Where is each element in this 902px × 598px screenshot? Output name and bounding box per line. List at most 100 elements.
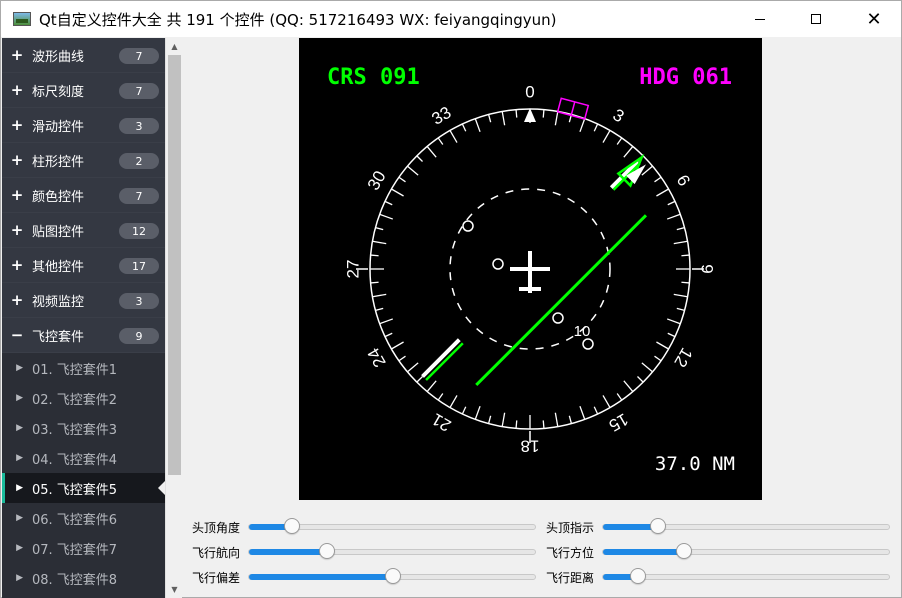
slider-handle[interactable] <box>650 518 666 534</box>
compass-tick <box>384 332 393 338</box>
slider-handle[interactable] <box>284 518 300 534</box>
slider-handle[interactable] <box>319 543 335 559</box>
compass-label: 0 <box>525 82 534 101</box>
slider-track[interactable] <box>602 568 890 584</box>
nav-group-image[interactable]: + 贴图控件 12 <box>2 213 165 248</box>
nav-group-label: 柱形控件 <box>32 154 85 170</box>
slider-handle[interactable] <box>676 543 692 559</box>
selection-pointer-icon <box>158 481 165 495</box>
scroll-down-icon[interactable]: ▼ <box>171 585 178 594</box>
maximize-button[interactable] <box>793 1 839 37</box>
count-badge: 3 <box>119 118 159 134</box>
nav-group-color[interactable]: + 颜色控件 7 <box>2 178 165 213</box>
compass-tick <box>654 355 662 362</box>
compass-label: 24 <box>364 345 390 371</box>
compass-tick <box>641 362 653 373</box>
slider-fill <box>603 524 658 530</box>
slider-track[interactable] <box>602 518 890 534</box>
compass-tick <box>515 420 518 429</box>
nav-group-label: 贴图控件 <box>32 224 85 240</box>
slider-handle[interactable] <box>630 568 646 584</box>
slider-fill <box>603 549 684 555</box>
scroll-up-icon[interactable]: ▲ <box>171 42 178 51</box>
slider-handle[interactable] <box>385 568 401 584</box>
compass-tick <box>379 213 394 220</box>
expand-icon: + <box>10 291 24 309</box>
compass-label: 9 <box>698 264 717 273</box>
nav-item-flight-5[interactable]: ▶ 05. 飞控套件5 <box>2 473 165 503</box>
caret-right-icon: ▶ <box>16 453 23 463</box>
nav-group-video[interactable]: + 视频监控 3 <box>2 283 165 318</box>
slider-label: 头顶指示 <box>546 520 595 535</box>
slider-overhead-indicator: 头顶指示 <box>546 517 890 537</box>
nav-item-flight-4[interactable]: ▶ 04. 飞控套件4 <box>2 443 165 473</box>
compass-tick <box>637 376 644 383</box>
caret-right-icon: ▶ <box>16 483 23 493</box>
caret-right-icon: ▶ <box>16 543 23 553</box>
nav-group-ruler[interactable]: + 标尺刻度 7 <box>2 73 165 108</box>
nav-item-flight-3[interactable]: ▶ 03. 飞控套件3 <box>2 413 165 443</box>
count-badge: 2 <box>119 153 159 169</box>
nav-group-flight[interactable]: − 飞控套件 9 <box>2 318 165 353</box>
caret-right-icon: ▶ <box>16 573 23 583</box>
sidebar-scrollbar[interactable]: ▲ ▼ <box>165 38 182 598</box>
slider-track[interactable] <box>248 568 536 584</box>
expand-icon: + <box>10 151 24 169</box>
count-badge: 17 <box>119 258 159 274</box>
minimize-button[interactable] <box>737 1 783 37</box>
nav-group-label: 视频监控 <box>32 294 85 310</box>
expand-icon: + <box>10 221 24 239</box>
close-button[interactable]: ✕ <box>851 1 897 37</box>
nav-group-bar[interactable]: + 柱形控件 2 <box>2 143 165 178</box>
deviation-dot <box>492 258 504 270</box>
compass-tick <box>579 118 586 133</box>
slider-track[interactable] <box>248 543 536 559</box>
scrollbar-thumb[interactable] <box>168 55 181 475</box>
compass-label: 3 <box>610 105 628 126</box>
nav-item-label: 06. 飞控套件6 <box>32 512 118 528</box>
nav-item-label: 01. 飞控套件1 <box>32 362 118 378</box>
compass-tick <box>398 355 406 362</box>
compass-tick <box>602 395 611 408</box>
compass-tick <box>437 393 444 401</box>
slider-track[interactable] <box>248 518 536 534</box>
count-badge: 9 <box>119 328 159 344</box>
compass-tick <box>554 412 559 427</box>
nav-item-flight-8[interactable]: ▶ 08. 飞控套件8 <box>2 563 165 593</box>
compass-tick <box>681 254 690 257</box>
nav-group-label: 波形曲线 <box>32 49 85 65</box>
nav-item-flight-2[interactable]: ▶ 02. 飞控套件2 <box>2 383 165 413</box>
nav-item-label: 03. 飞控套件3 <box>32 422 118 438</box>
compass-tick <box>449 395 458 408</box>
deviation-label: 10 <box>574 323 591 340</box>
nav-group-waveform[interactable]: + 波形曲线 7 <box>2 38 165 73</box>
compass-tick <box>461 123 467 132</box>
nav-item-flight-6[interactable]: ▶ 06. 飞控套件6 <box>2 503 165 533</box>
minimize-icon <box>755 18 765 20</box>
deviation-dot <box>462 220 474 232</box>
window-title: Qt自定义控件大全 共 191 个控件 (QQ: 517216493 WX: f… <box>39 10 557 29</box>
expand-icon: + <box>10 256 24 274</box>
course-readout: CRS 091 <box>327 65 420 90</box>
compass-tick <box>375 307 384 312</box>
nav-item-flight-1[interactable]: ▶ 01. 飞控套件1 <box>2 353 165 383</box>
nav-group-other[interactable]: + 其他控件 17 <box>2 248 165 283</box>
compass-tick <box>391 341 404 350</box>
compass-tick <box>568 415 573 424</box>
slider-label: 飞行偏差 <box>192 570 241 585</box>
compass-label: 21 <box>429 409 455 435</box>
slider-fill <box>603 574 638 580</box>
compass-tick <box>474 405 481 420</box>
compass-tick <box>384 200 393 206</box>
compass-tick <box>391 188 404 197</box>
nav-item-flight-7[interactable]: ▶ 07. 飞控套件7 <box>2 533 165 563</box>
count-badge: 7 <box>119 83 159 99</box>
nav-group-slider[interactable]: + 滑动控件 3 <box>2 108 165 143</box>
slider-track[interactable] <box>602 543 890 559</box>
cdi-bar <box>475 214 648 387</box>
compass-tick <box>554 111 559 126</box>
slider-flight-distance: 飞行距离 <box>546 567 890 587</box>
heading-readout: HDG 061 <box>639 65 732 90</box>
compass-tick <box>579 405 586 420</box>
caret-right-icon: ▶ <box>16 363 23 373</box>
